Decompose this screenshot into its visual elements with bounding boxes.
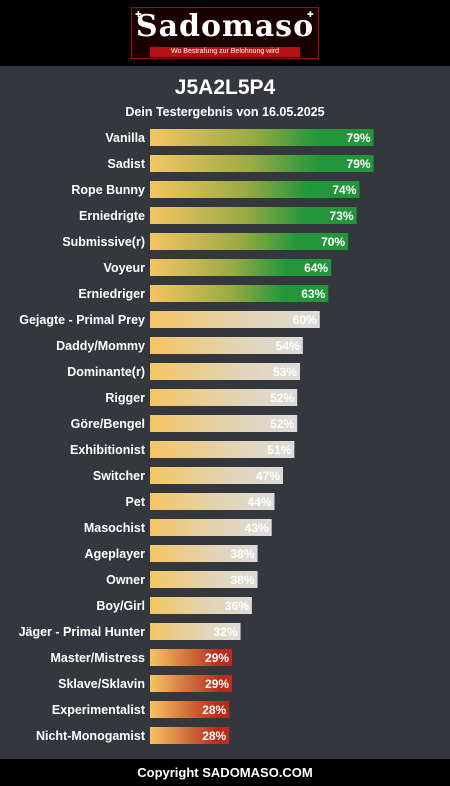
- bar: [150, 337, 303, 354]
- value-label: 29%: [205, 651, 229, 665]
- category-label: Rigger: [105, 391, 145, 405]
- value-label: 32%: [214, 625, 238, 639]
- value-label: 28%: [202, 703, 226, 717]
- category-label: Sadist: [107, 157, 145, 171]
- category-label: Exhibitionist: [70, 443, 146, 457]
- category-label: Dominante(r): [67, 365, 145, 379]
- bar: [150, 259, 332, 276]
- value-label: 36%: [225, 599, 249, 613]
- bar: [150, 519, 272, 536]
- category-label: Erniedrigte: [79, 209, 145, 223]
- bar: [150, 571, 258, 588]
- value-label: 28%: [202, 729, 226, 743]
- bar: [150, 623, 241, 640]
- bar: [150, 311, 320, 328]
- value-label: 73%: [330, 209, 354, 223]
- bar: [150, 181, 360, 198]
- footer-copyright: Copyright SADOMASO.COM: [0, 759, 450, 786]
- category-label: Submissive(r): [62, 235, 145, 249]
- bar: [150, 415, 298, 432]
- value-label: 64%: [304, 261, 328, 275]
- site-logo[interactable]: ✚ ✚ Sadomaso Wo Bestrafung zur Belohnung…: [131, 7, 319, 59]
- category-label: Nicht-Monogamist: [36, 729, 146, 743]
- value-label: 43%: [245, 521, 269, 535]
- category-label: Owner: [106, 573, 145, 587]
- value-label: 79%: [347, 131, 371, 145]
- value-label: 52%: [270, 391, 294, 405]
- logo-text: Sadomaso: [135, 9, 315, 44]
- category-label: Rope Bunny: [71, 183, 145, 197]
- value-label: 54%: [276, 339, 300, 353]
- category-label: Experimentalist: [52, 703, 146, 717]
- logo-ornament-icon: ✚: [307, 10, 314, 19]
- result-subtitle: Dein Testergebnis von 16.05.2025: [125, 105, 325, 119]
- value-label: 38%: [231, 547, 255, 561]
- value-label: 79%: [347, 157, 371, 171]
- category-label: Gejagte - Primal Prey: [19, 313, 145, 327]
- category-label: Daddy/Mommy: [56, 339, 145, 353]
- value-label: 29%: [205, 677, 229, 691]
- category-label: Jäger - Primal Hunter: [19, 625, 146, 639]
- bar: [150, 389, 298, 406]
- logo-ornament-icon: ✚: [135, 10, 142, 19]
- category-label: Pet: [126, 495, 146, 509]
- category-label: Sklave/Sklavin: [58, 677, 145, 691]
- category-label: Göre/Bengel: [71, 417, 145, 431]
- category-label: Master/Mistress: [51, 651, 146, 665]
- bar: [150, 467, 284, 484]
- bar: [150, 207, 357, 224]
- logo-tagline: Wo Bestrafung zur Belohnung wird: [150, 47, 300, 57]
- category-label: Voyeur: [104, 261, 146, 275]
- value-label: 47%: [256, 469, 280, 483]
- category-label: Ageplayer: [85, 547, 146, 561]
- value-label: 63%: [301, 287, 325, 301]
- category-label: Masochist: [84, 521, 146, 535]
- bar: [150, 727, 230, 744]
- bar: [150, 363, 300, 380]
- bar: [150, 493, 275, 510]
- result-bar-chart: Vanilla 79% Sadist 79% Rope Bunny 74% Erniedri…: [19, 129, 374, 744]
- value-label: 60%: [293, 313, 317, 327]
- bar: [150, 545, 258, 562]
- bar: [150, 155, 374, 172]
- result-title: J5A2L5P4: [174, 76, 276, 99]
- bar: [150, 285, 329, 302]
- value-label: 74%: [332, 183, 356, 197]
- value-label: 44%: [247, 495, 271, 509]
- value-label: 51%: [267, 443, 291, 457]
- value-label: 53%: [273, 365, 297, 379]
- category-label: Vanilla: [105, 131, 146, 145]
- value-label: 52%: [270, 417, 294, 431]
- bar: [150, 129, 374, 146]
- category-label: Switcher: [93, 469, 145, 483]
- bar: [150, 597, 252, 614]
- bar: [150, 701, 230, 718]
- value-label: 70%: [321, 235, 345, 249]
- bar: [150, 675, 233, 692]
- category-label: Boy/Girl: [96, 599, 145, 613]
- category-label: Erniedriger: [78, 287, 145, 301]
- bar: [150, 649, 233, 666]
- header-bar: ✚ ✚ Sadomaso Wo Bestrafung zur Belohnung…: [0, 0, 450, 66]
- bar: [150, 233, 349, 250]
- bar: [150, 441, 295, 458]
- value-label: 38%: [231, 573, 255, 587]
